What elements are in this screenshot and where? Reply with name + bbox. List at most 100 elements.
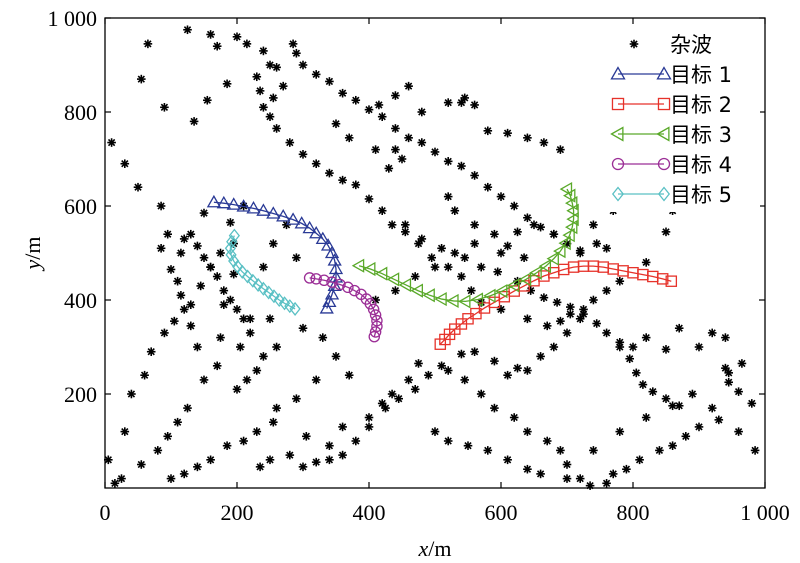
x-tick-label: 0 bbox=[100, 500, 111, 525]
data-point-0-140 bbox=[338, 450, 347, 460]
data-point-0-290 bbox=[212, 272, 222, 281]
data-point-0-136 bbox=[394, 394, 403, 403]
data-point-5-6 bbox=[236, 264, 248, 279]
series-1 bbox=[206, 194, 344, 314]
data-point-0-8 bbox=[288, 39, 298, 49]
data-point-0-152 bbox=[523, 464, 532, 474]
data-point-4-4 bbox=[334, 278, 346, 291]
data-point-0-116 bbox=[681, 432, 691, 441]
data-point-0-71 bbox=[331, 352, 341, 361]
data-point-4-1 bbox=[310, 273, 322, 285]
data-point-0-127 bbox=[542, 436, 552, 446]
data-point-0-162 bbox=[750, 446, 760, 455]
data-point-0-24 bbox=[282, 220, 291, 230]
data-point-0-224 bbox=[391, 124, 400, 133]
legend-item-4: 目标 4 bbox=[611, 153, 732, 177]
data-point-0-76 bbox=[269, 417, 278, 427]
data-point-0-200 bbox=[414, 239, 423, 248]
data-point-3-12 bbox=[518, 272, 532, 287]
data-point-0-104 bbox=[602, 328, 611, 338]
data-point-0-133 bbox=[443, 366, 453, 375]
data-point-0-121 bbox=[608, 469, 618, 479]
data-point-0-9 bbox=[252, 72, 262, 82]
data-point-0-272 bbox=[566, 302, 575, 312]
legend-label: 目标 3 bbox=[670, 123, 732, 147]
data-point-0-30 bbox=[245, 328, 255, 338]
data-point-0-82 bbox=[179, 469, 189, 479]
data-point-1-13 bbox=[320, 238, 336, 251]
data-point-0-180 bbox=[589, 220, 598, 230]
data-point-5-14 bbox=[278, 296, 291, 311]
data-point-0-217 bbox=[298, 60, 308, 70]
data-point-0-48 bbox=[140, 370, 149, 380]
data-point-1-12 bbox=[315, 231, 330, 245]
data-point-0-211 bbox=[272, 124, 281, 133]
data-point-0-101 bbox=[562, 328, 572, 338]
data-point-0-19 bbox=[133, 182, 143, 192]
data-point-0-282 bbox=[661, 394, 671, 403]
x-tick-label: 400 bbox=[353, 500, 386, 525]
y-tick-label: 800 bbox=[64, 100, 97, 125]
data-point-0-39 bbox=[173, 417, 182, 427]
legend-label: 杂波 bbox=[670, 33, 712, 57]
data-point-0-18 bbox=[120, 159, 130, 168]
data-point-0-138 bbox=[364, 422, 374, 432]
legend-marker bbox=[656, 126, 670, 142]
data-point-0-74 bbox=[292, 394, 301, 403]
data-point-0-255 bbox=[384, 164, 394, 173]
data-point-3-17 bbox=[458, 294, 471, 309]
data-point-0-62 bbox=[179, 305, 189, 314]
data-point-0-206 bbox=[338, 175, 347, 185]
data-point-5-8 bbox=[247, 273, 259, 288]
data-point-0-210 bbox=[285, 138, 295, 147]
data-point-0-244 bbox=[443, 98, 453, 107]
data-point-0-112 bbox=[721, 363, 730, 373]
data-point-0-228 bbox=[443, 157, 453, 166]
data-point-0-170 bbox=[410, 272, 420, 281]
data-point-3-16 bbox=[470, 292, 484, 307]
data-point-0-171 bbox=[430, 262, 440, 272]
data-point-0-58 bbox=[163, 229, 172, 239]
data-point-0-259 bbox=[490, 229, 499, 239]
data-point-0-157 bbox=[641, 413, 651, 422]
data-point-0-164 bbox=[734, 387, 743, 396]
x-tick-label: 800 bbox=[617, 500, 650, 525]
data-point-1-8 bbox=[285, 212, 301, 225]
legend-item-0: 杂波 bbox=[629, 33, 712, 57]
data-point-0-16 bbox=[189, 117, 199, 126]
series-line-3 bbox=[358, 188, 575, 303]
data-point-0-223 bbox=[377, 112, 387, 121]
data-point-1-16 bbox=[328, 261, 344, 275]
data-point-0-98 bbox=[523, 366, 532, 375]
series-0 bbox=[104, 25, 760, 490]
data-point-5-12 bbox=[268, 289, 280, 304]
data-point-0-257 bbox=[450, 206, 460, 215]
data-point-0-293 bbox=[232, 305, 242, 314]
data-point-0-65 bbox=[216, 333, 225, 342]
data-point-0-100 bbox=[549, 342, 559, 352]
data-point-0-160 bbox=[714, 415, 724, 425]
data-point-0-126 bbox=[556, 446, 565, 455]
legend-item-5: 目标 5 bbox=[611, 183, 732, 207]
data-point-0-292 bbox=[226, 295, 235, 305]
data-point-2-26 bbox=[665, 275, 678, 287]
data-point-0-202 bbox=[387, 220, 397, 230]
data-point-0-113 bbox=[724, 377, 733, 387]
data-point-3-24 bbox=[374, 266, 388, 281]
data-point-0-253 bbox=[391, 145, 400, 154]
data-point-3-4 bbox=[566, 212, 579, 227]
data-point-0-22 bbox=[226, 218, 235, 227]
data-point-0-103 bbox=[592, 319, 601, 328]
data-point-5-1 bbox=[226, 234, 238, 249]
data-point-5-16 bbox=[289, 301, 301, 316]
data-point-0-5 bbox=[242, 39, 252, 49]
data-point-4-13 bbox=[371, 320, 383, 333]
data-point-0-158 bbox=[668, 401, 677, 411]
data-point-0-44 bbox=[110, 479, 120, 488]
data-point-0-93 bbox=[457, 349, 466, 359]
data-point-0-235 bbox=[536, 222, 545, 232]
data-point-0-196 bbox=[467, 286, 476, 295]
data-point-0-242 bbox=[404, 81, 413, 91]
legend-marker bbox=[629, 39, 639, 49]
data-point-0-87 bbox=[364, 413, 374, 422]
